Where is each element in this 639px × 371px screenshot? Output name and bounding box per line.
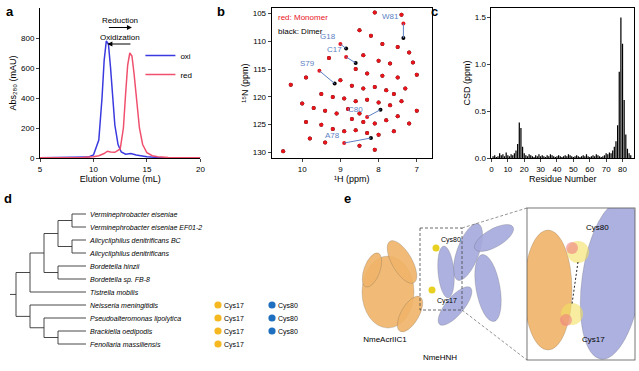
svg-text:50: 50: [569, 165, 578, 174]
svg-text:C80: C80: [348, 105, 363, 114]
svg-text:Cys17: Cys17: [224, 315, 244, 323]
svg-text:Neisseria meningitidis: Neisseria meningitidis: [90, 302, 159, 310]
svg-text:d: d: [4, 191, 12, 206]
svg-text:Verminephrobacter eiseniae: Verminephrobacter eiseniae: [90, 211, 177, 219]
svg-text:black: Dimer: black: Dimer: [278, 27, 323, 36]
svg-text:A78: A78: [325, 131, 340, 140]
svg-text:0: 0: [489, 165, 494, 174]
svg-text:0: 0: [30, 154, 35, 163]
svg-text:10: 10: [503, 165, 512, 174]
svg-text:105: 105: [253, 9, 267, 18]
svg-text:Bordetella hinzii: Bordetella hinzii: [90, 263, 140, 270]
svg-text:red: Monomer: red: Monomer: [278, 13, 328, 22]
svg-text:0.5: 0.5: [475, 107, 487, 116]
svg-text:Tistrella mobilis: Tistrella mobilis: [90, 289, 139, 296]
svg-text:G18: G18: [320, 32, 336, 41]
svg-text:20: 20: [196, 165, 205, 174]
svg-text:NmeAcrIIC1: NmeAcrIIC1: [363, 335, 407, 344]
svg-text:c: c: [431, 4, 438, 19]
svg-text:Cys17: Cys17: [224, 302, 244, 310]
svg-text:red: red: [180, 71, 192, 80]
svg-text:Verminephrobacter eiseniae EF0: Verminephrobacter eiseniae EF01-2: [90, 224, 202, 232]
svg-text:CSD (ppm): CSD (ppm): [462, 60, 472, 105]
svg-text:10: 10: [89, 165, 98, 174]
svg-text:Fenollaria massiliensis: Fenollaria massiliensis: [90, 341, 161, 348]
svg-text:60: 60: [585, 165, 594, 174]
svg-text:oxi: oxi: [180, 52, 190, 61]
svg-text:Abs₂₈₀ (mAU): Abs₂₈₀ (mAU): [8, 56, 18, 111]
svg-text:Cys17: Cys17: [224, 328, 244, 336]
svg-text:Residue Number: Residue Number: [529, 174, 597, 184]
svg-text:C17: C17: [327, 45, 342, 54]
svg-text:Brackiella oedipodis: Brackiella oedipodis: [90, 328, 153, 336]
svg-text:20: 20: [520, 165, 529, 174]
svg-text:Cys80: Cys80: [278, 328, 298, 336]
svg-text:40: 40: [553, 165, 562, 174]
svg-text:120: 120: [253, 93, 267, 102]
svg-text:Cys17: Cys17: [224, 341, 244, 349]
svg-text:Alicycliphilus denitrificans: Alicycliphilus denitrificans: [89, 250, 169, 258]
svg-text:80: 80: [618, 165, 627, 174]
svg-text:200: 200: [21, 124, 35, 133]
svg-text:10: 10: [298, 165, 307, 174]
svg-text:110: 110: [253, 37, 266, 46]
svg-text:70: 70: [602, 165, 611, 174]
svg-text:Alicycliphilus denitrificans B: Alicycliphilus denitrificans BC: [89, 237, 182, 245]
svg-text:30: 30: [536, 165, 545, 174]
svg-text:9: 9: [338, 165, 343, 174]
svg-text:¹H (ppm): ¹H (ppm): [334, 174, 370, 184]
svg-text:800: 800: [21, 34, 35, 43]
svg-text:5: 5: [38, 165, 43, 174]
svg-text:1.5: 1.5: [475, 13, 487, 22]
svg-text:e: e: [344, 191, 351, 206]
svg-text:125: 125: [253, 120, 267, 129]
svg-text:8: 8: [376, 165, 381, 174]
svg-text:Cys80: Cys80: [278, 302, 298, 310]
svg-text:400: 400: [21, 94, 35, 103]
svg-text:130: 130: [253, 148, 267, 157]
svg-text:1.0: 1.0: [475, 60, 487, 69]
svg-text:a: a: [6, 4, 14, 19]
svg-text:115: 115: [253, 65, 266, 74]
svg-text:¹⁵N (ppm): ¹⁵N (ppm): [240, 63, 250, 102]
svg-text:Oxidization: Oxidization: [100, 33, 140, 42]
svg-text:NmeHNH: NmeHNH: [423, 353, 457, 362]
svg-text:Cys80: Cys80: [278, 315, 298, 323]
svg-text:0.0: 0.0: [475, 154, 487, 163]
svg-text:600: 600: [21, 64, 35, 73]
svg-text:W81: W81: [382, 12, 399, 21]
svg-text:Cys80: Cys80: [441, 236, 461, 244]
svg-text:7: 7: [415, 165, 420, 174]
svg-text:Bordetella sp. FB-8: Bordetella sp. FB-8: [90, 276, 150, 284]
svg-text:Pseudoalteromonas lipolytica: Pseudoalteromonas lipolytica: [90, 315, 181, 323]
svg-text:Cys17: Cys17: [582, 335, 605, 344]
svg-text:Reduction: Reduction: [102, 16, 138, 25]
svg-text:S79: S79: [300, 59, 315, 68]
svg-text:15: 15: [142, 165, 151, 174]
svg-text:Elution Volume (mL): Elution Volume (mL): [80, 174, 161, 184]
svg-text:Cys17: Cys17: [437, 297, 457, 305]
svg-text:b: b: [217, 4, 225, 19]
svg-text:Cys80: Cys80: [586, 223, 609, 232]
